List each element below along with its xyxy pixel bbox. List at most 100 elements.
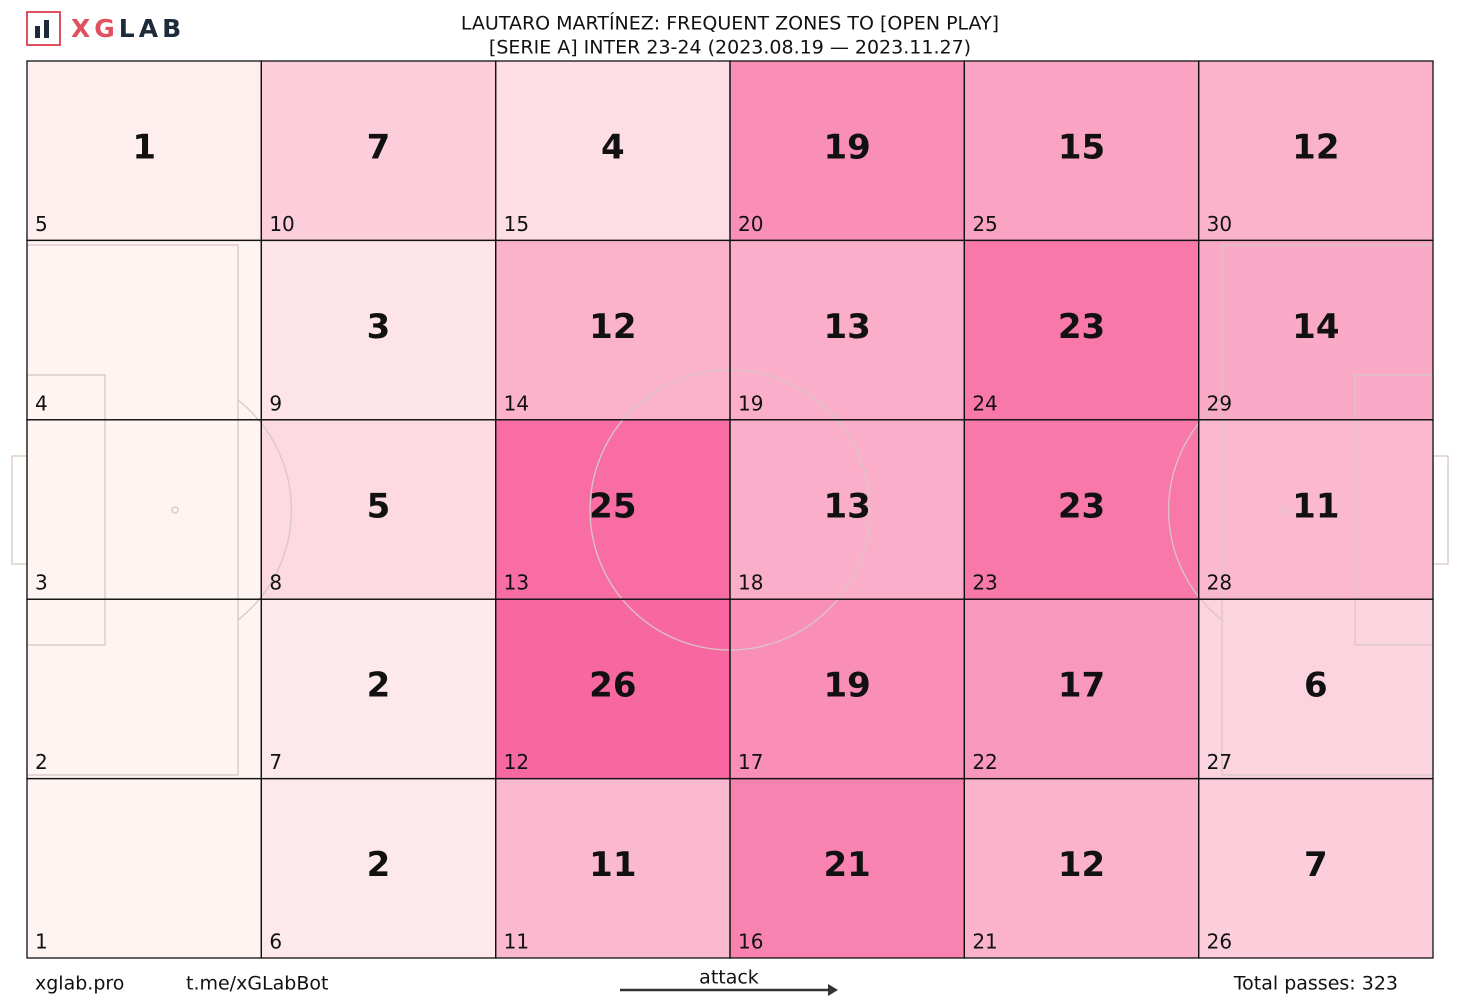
zone-borders <box>26 60 1434 959</box>
zone-cell <box>27 419 262 600</box>
zone-cell <box>27 240 262 420</box>
zone-id: 28 <box>1207 571 1232 595</box>
zone-cell <box>964 240 1199 420</box>
attack-label: attack <box>699 967 759 989</box>
zone-cell <box>730 599 965 779</box>
zone-id: 7 <box>269 750 282 774</box>
zone-id: 23 <box>972 571 997 595</box>
penalty-spot <box>171 506 179 514</box>
logo-frame <box>26 11 61 46</box>
zone-cell <box>495 599 730 779</box>
zone-id: 12 <box>504 750 529 774</box>
logo-text: XGLAB <box>71 14 185 43</box>
zone-id: 22 <box>972 750 997 774</box>
zone-value: 12 <box>1292 128 1339 168</box>
zone-id: 16 <box>738 930 763 954</box>
zone-id: 6 <box>269 930 282 954</box>
zone-value: 7 <box>367 128 391 168</box>
zone-value: 1 <box>132 128 156 168</box>
zone-value: 19 <box>824 666 871 706</box>
zone-value: 13 <box>824 486 871 526</box>
zone-value: 12 <box>1058 845 1105 885</box>
zone-id: 2 <box>35 750 48 774</box>
zone-id: 5 <box>35 212 48 236</box>
zone-value: 2 <box>367 845 391 885</box>
zone-id: 14 <box>504 391 529 415</box>
zone-id: 24 <box>972 391 997 415</box>
zone-cell <box>730 778 965 958</box>
zone-id: 26 <box>1207 930 1232 954</box>
zone-cell <box>261 778 496 958</box>
zone-value: 23 <box>1058 307 1105 347</box>
zone-value: 26 <box>589 666 636 706</box>
zone-value: 13 <box>824 307 871 347</box>
zone-cell <box>27 778 262 958</box>
zone-id: 29 <box>1207 391 1232 415</box>
zone-cell <box>1198 419 1433 600</box>
zone-cell <box>730 61 965 241</box>
attack-arrowhead <box>828 984 838 996</box>
zone-id: 9 <box>269 391 282 415</box>
goal <box>1432 455 1449 565</box>
zone-cell <box>495 61 730 241</box>
footer-site: xglab.pro <box>35 973 124 995</box>
zone-cell <box>964 61 1199 241</box>
zone-cell <box>730 419 965 600</box>
penalty-spot <box>1281 506 1289 514</box>
zone-value: 6 <box>1304 666 1328 706</box>
zone-value: 15 <box>1058 128 1105 168</box>
zone-cell <box>964 599 1199 779</box>
zone-value: 5 <box>367 486 391 526</box>
zone-value: 17 <box>1058 666 1105 706</box>
zone-cell <box>964 419 1199 600</box>
zone-value: 11 <box>1292 486 1339 526</box>
zone-cell <box>495 419 730 600</box>
zone-cell <box>495 778 730 958</box>
penalty-arc <box>1167 399 1223 621</box>
zone-id: 15 <box>504 212 529 236</box>
zone-value: 3 <box>367 307 391 347</box>
zone-cell <box>261 61 496 241</box>
zone-cell <box>964 778 1199 958</box>
zone-value: 25 <box>589 486 636 526</box>
cells <box>27 61 1433 958</box>
zone-value: 2 <box>367 666 391 706</box>
logo-rest: LAB <box>119 14 185 43</box>
zone-id: 18 <box>738 571 763 595</box>
zone-value: 12 <box>589 307 636 347</box>
chart-title: LAUTARO MARTÍNEZ: FREQUENT ZONES TO [OPE… <box>461 12 999 35</box>
zone-value: 19 <box>824 128 871 168</box>
zone-id: 20 <box>738 212 763 236</box>
zone-id: 17 <box>738 750 763 774</box>
zone-id: 21 <box>972 930 997 954</box>
zone-id: 11 <box>504 930 529 954</box>
zone-cell <box>1198 240 1433 420</box>
zone-border <box>1198 60 1434 242</box>
zone-cell <box>1198 778 1433 958</box>
zone-cell <box>261 240 496 420</box>
logo-accent: XG <box>71 14 119 43</box>
logo-bar <box>44 20 49 38</box>
zone-cell <box>495 240 730 420</box>
zone-id: 19 <box>738 391 763 415</box>
zone-cell <box>1198 61 1433 241</box>
zone-id: 13 <box>504 571 529 595</box>
zone-id: 1 <box>35 930 48 954</box>
zone-cell <box>27 599 262 779</box>
penalty-arc <box>237 399 293 621</box>
zone-value: 11 <box>589 845 636 885</box>
zone-id: 4 <box>35 391 48 415</box>
zone-cell <box>261 599 496 779</box>
logo: XGLAB <box>26 11 185 46</box>
zone-value: 23 <box>1058 486 1105 526</box>
zone-id: 8 <box>269 571 282 595</box>
logo-bar <box>35 26 40 38</box>
zone-id: 3 <box>35 571 48 595</box>
zone-id: 27 <box>1207 750 1232 774</box>
labels: 1234152627583971011112612251312144152116… <box>35 128 1339 954</box>
footer-bot: t.me/xGLabBot <box>186 973 328 995</box>
zone-id: 10 <box>269 212 294 236</box>
zone-id: 30 <box>1207 212 1232 236</box>
zone-value: 7 <box>1304 845 1328 885</box>
